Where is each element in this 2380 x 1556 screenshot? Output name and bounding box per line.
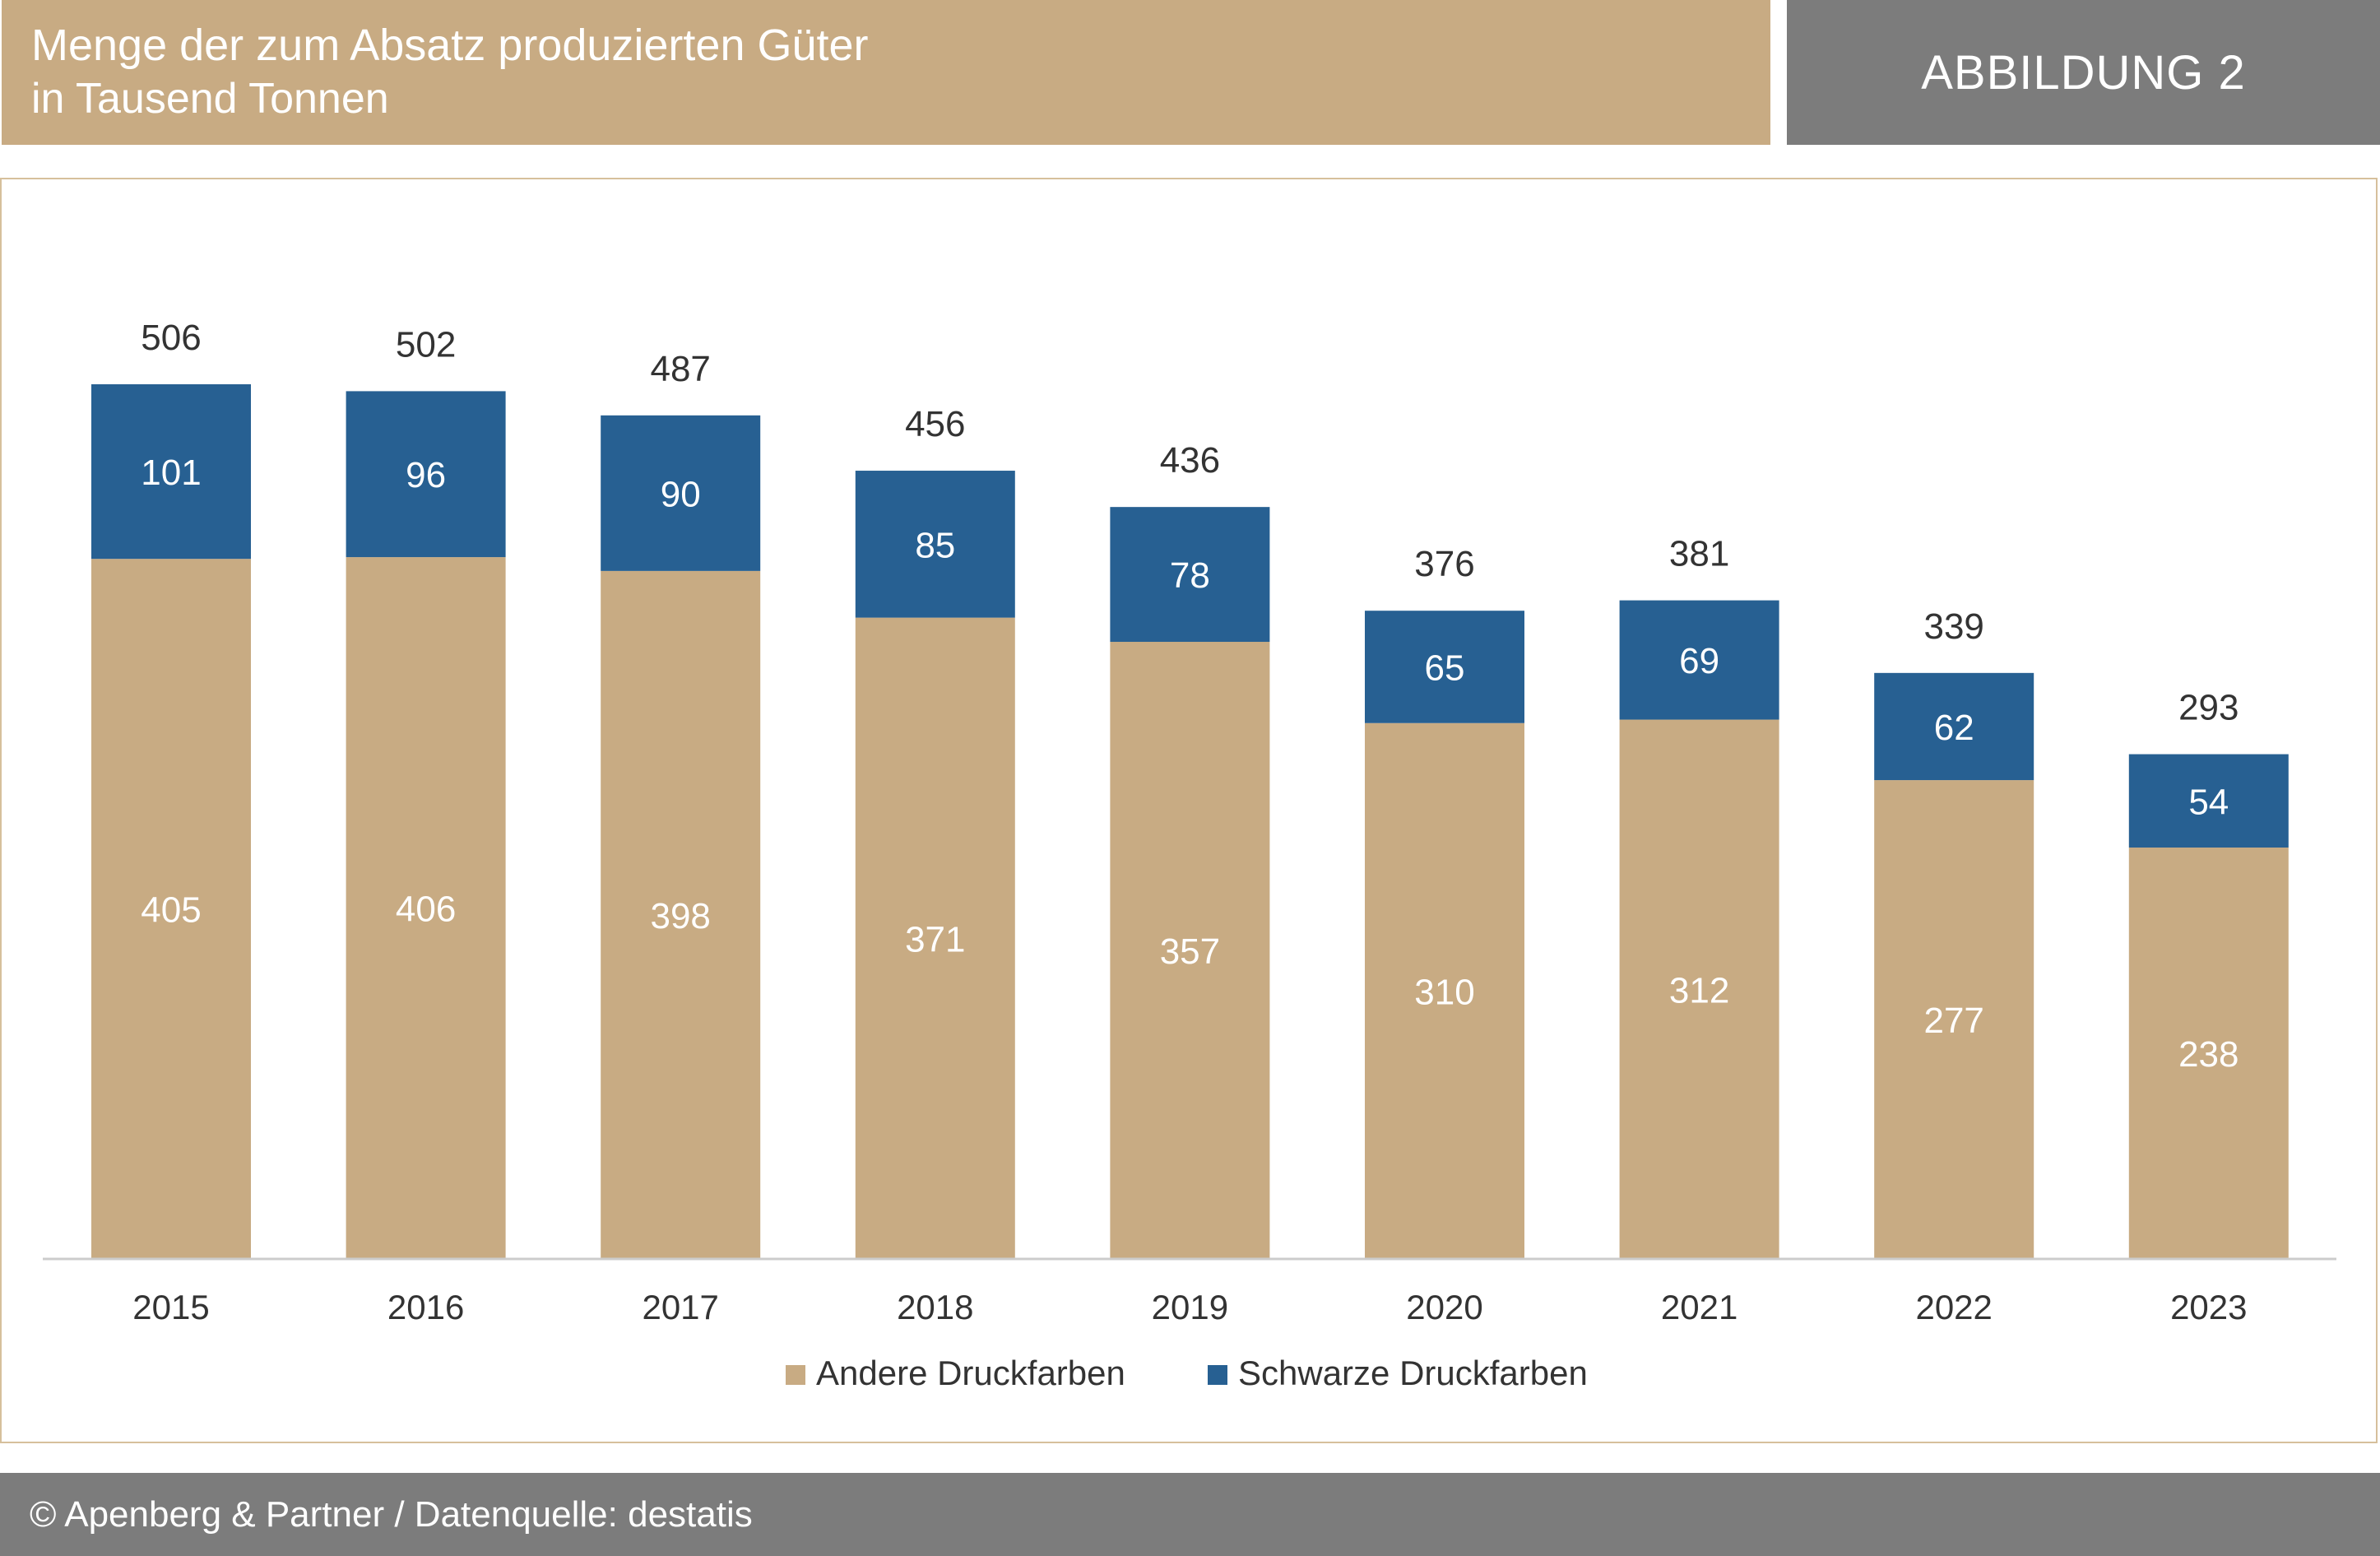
data-label-andere: 398 (650, 896, 710, 936)
data-label-andere: 371 (905, 919, 965, 959)
data-label-total: 456 (905, 404, 965, 444)
data-label-total: 436 (1160, 440, 1220, 481)
data-label-total: 376 (1414, 544, 1474, 584)
data-label-andere: 238 (2178, 1034, 2238, 1075)
bar-andere-druckfarben (855, 617, 1015, 1259)
x-tick-label: 2016 (387, 1288, 464, 1326)
data-label-schwarze: 101 (141, 453, 201, 493)
data-label-andere: 310 (1414, 972, 1474, 1012)
bar-schwarze-druckfarben (1619, 600, 1779, 720)
bar-andere-druckfarben (1619, 719, 1779, 1259)
legend-swatch-schwarze (1208, 1365, 1227, 1385)
bar-andere-druckfarben (1874, 780, 2034, 1259)
x-tick-label: 2017 (642, 1288, 718, 1326)
bar-andere-druckfarben (346, 557, 506, 1259)
data-label-total: 506 (141, 318, 201, 358)
data-label-schwarze: 54 (2188, 782, 2229, 822)
data-label-schwarze: 85 (915, 525, 955, 565)
data-label-total: 381 (1669, 534, 1729, 574)
figure-label-box: ABBILDUNG 2 (1787, 0, 2380, 145)
figure-label: ABBILDUNG 2 (1921, 45, 2246, 100)
x-tick-label: 2020 (1406, 1288, 1482, 1326)
bar-andere-druckfarben (91, 559, 251, 1259)
bar-schwarze-druckfarben (855, 471, 1015, 618)
chart-title: Menge der zum Absatz produzierten Güter (31, 21, 869, 70)
data-label-schwarze: 65 (1425, 648, 1465, 688)
stacked-bar-chart: 405 101 506 2015 406 96 502 2016 398 90 487 2017 371… (43, 318, 2336, 1392)
data-label-schwarze: 90 (661, 474, 701, 514)
data-label-total: 293 (2178, 688, 2238, 728)
data-label-total: 487 (650, 349, 710, 389)
bar-schwarze-druckfarben (1365, 611, 1524, 723)
legend-swatch-andere (786, 1365, 805, 1385)
chart-header: Menge der zum Absatz produzierten Güter … (2, 0, 1770, 145)
data-label-total: 502 (396, 324, 456, 365)
legend-label-andere: Andere Druckfarben (816, 1354, 1125, 1392)
bar-schwarze-druckfarben (346, 391, 506, 558)
x-tick-label: 2021 (1661, 1288, 1737, 1326)
data-label-andere: 277 (1923, 1001, 1983, 1041)
bar-andere-druckfarben (1110, 642, 1270, 1259)
x-tick-label: 2018 (897, 1288, 973, 1326)
data-label-schwarze: 96 (406, 455, 446, 495)
bar-schwarze-druckfarben (1110, 507, 1270, 643)
data-label-andere: 406 (396, 889, 456, 930)
bar-schwarze-druckfarben (91, 384, 251, 560)
bar-andere-druckfarben (1365, 722, 1524, 1259)
source-credit: © Apenberg & Partner / Datenquelle: dest… (30, 1493, 753, 1535)
bar-schwarze-druckfarben (2128, 754, 2289, 848)
data-label-andere: 405 (141, 890, 201, 931)
bar-schwarze-druckfarben (601, 415, 761, 571)
data-label-schwarze: 78 (1170, 555, 1210, 596)
data-label-andere: 312 (1669, 970, 1729, 1010)
legend-label-schwarze: Schwarze Druckfarben (1238, 1354, 1588, 1392)
data-label-schwarze: 62 (1934, 708, 1974, 748)
data-label-total: 339 (1923, 606, 1983, 647)
x-tick-label: 2023 (2170, 1288, 2247, 1326)
x-tick-label: 2019 (1152, 1288, 1228, 1326)
chart-frame: 405 101 506 2015 406 96 502 2016 398 90 487 2017 371… (0, 178, 2378, 1443)
x-tick-label: 2022 (1915, 1288, 1992, 1326)
bar-andere-druckfarben (2128, 848, 2289, 1259)
chart-subtitle: in Tausend Tonnen (31, 75, 389, 123)
bar-andere-druckfarben (601, 570, 761, 1259)
data-label-schwarze: 69 (1679, 641, 1719, 681)
footer-bar: © Apenberg & Partner / Datenquelle: dest… (0, 1473, 2380, 1556)
x-tick-label: 2015 (132, 1288, 209, 1326)
bar-schwarze-druckfarben (1874, 672, 2034, 781)
data-label-andere: 357 (1160, 931, 1220, 972)
